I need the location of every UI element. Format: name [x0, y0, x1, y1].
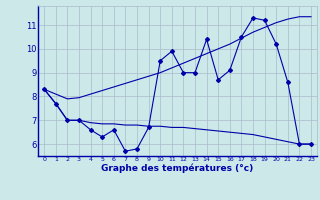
- X-axis label: Graphe des températures (°c): Graphe des températures (°c): [101, 164, 254, 173]
